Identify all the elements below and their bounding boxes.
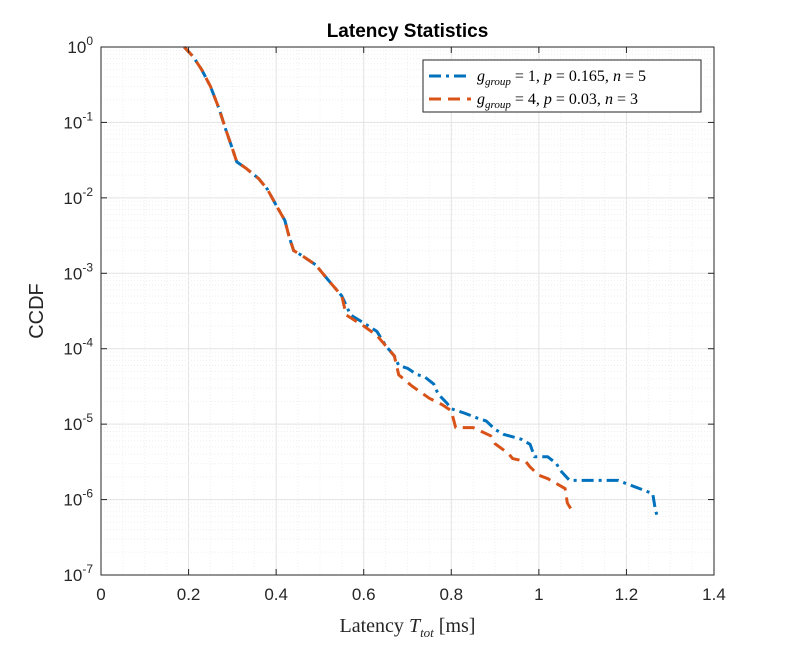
legend-entry-1: ggroup = 1, p = 0.165, n = 5 [477, 68, 646, 88]
x-axis-label-prefix: Latency [340, 615, 409, 637]
y-tick-label: 100 [67, 34, 93, 57]
y-tick-label: 10-2 [63, 185, 93, 208]
y-tick-label: 10-1 [63, 109, 93, 132]
x-tick-label: 0.8 [439, 585, 463, 604]
series-line-2 [183, 45, 576, 515]
y-tick-label: 10-3 [63, 260, 93, 283]
x-axis-label: Latency Ttot [ms] [340, 615, 476, 640]
grid [100, 46, 715, 576]
series-lines [183, 45, 659, 517]
x-tick-label: 1 [534, 585, 543, 604]
x-tick-label: 0.2 [177, 585, 201, 604]
x-tick-label: 0.4 [264, 585, 288, 604]
legend: ggroup = 1, p = 0.165, n = 5 ggroup = 4, … [422, 59, 702, 113]
x-tick-label: 0 [96, 585, 105, 604]
x-tick-label: 1.2 [615, 585, 639, 604]
legend-box [422, 59, 702, 113]
x-axis-label-suffix: [ms] [434, 615, 476, 637]
x-tick-label: 0.6 [352, 585, 376, 604]
series-line-1 [183, 45, 659, 517]
ticks: 0 0.2 0.4 0.6 0.8 1 1.2 1.4 100 10-1 10-2 10-3 10-4 1… [63, 34, 725, 604]
axes-frame [100, 46, 715, 576]
x-axis-label-sub: tot [420, 625, 434, 640]
x-tick-label: 1.4 [702, 585, 726, 604]
y-tick-label: 10-7 [63, 562, 93, 585]
legend-entry-2: ggroup = 4, p = 0.03, n = 3 [477, 91, 638, 111]
y-axis-label: CCDF [26, 283, 48, 339]
y-tick-label: 10-6 [63, 487, 93, 510]
y-tick-label: 10-5 [63, 411, 93, 434]
y-tick-label: 10-4 [63, 336, 93, 359]
x-axis-label-var: T [409, 615, 422, 637]
chart-title: Latency Statistics [327, 21, 489, 42]
